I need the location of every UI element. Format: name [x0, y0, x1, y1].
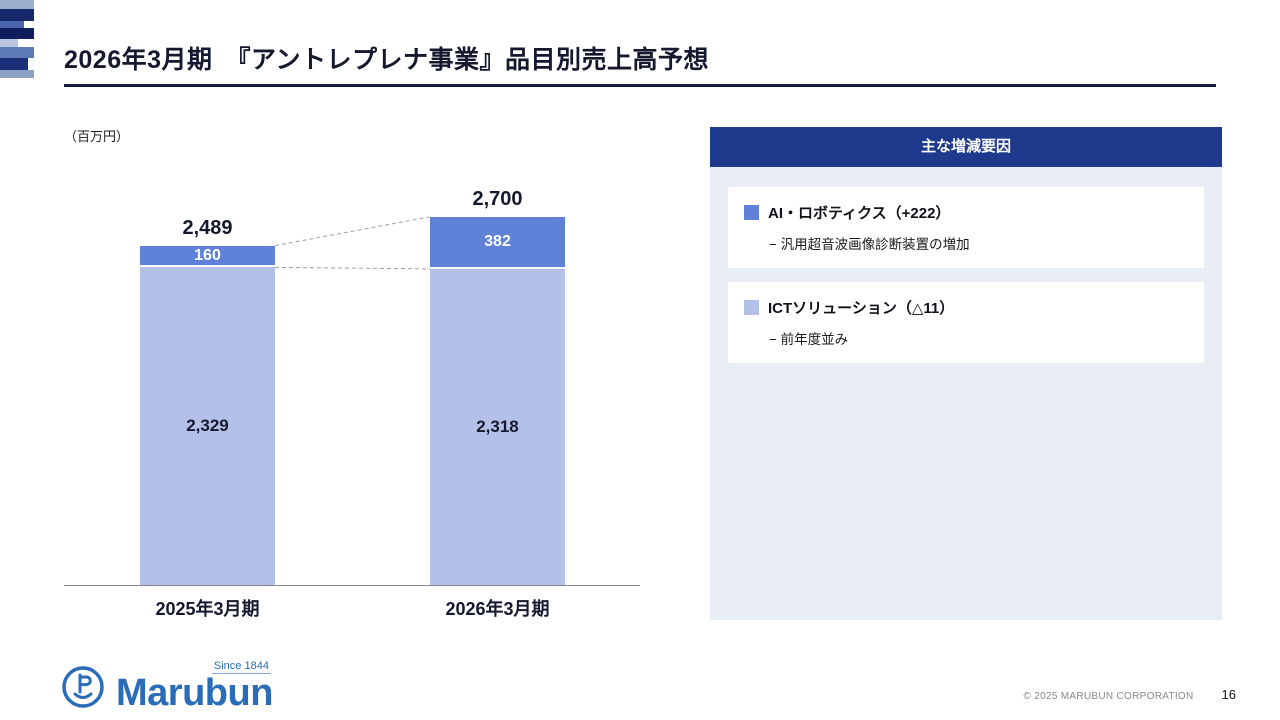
stripe — [0, 39, 18, 47]
factor-title: AI・ロボティクス（+222） — [768, 205, 951, 222]
stripe — [0, 21, 24, 28]
logo-wordmark: Marubun — [116, 672, 273, 714]
marubun-logo: Since 1844 Marubun — [60, 660, 273, 714]
x-axis-label-2026: 2026年3月期 — [445, 599, 550, 619]
unit-label: （百万円） — [64, 129, 130, 144]
logo-wordmark-wrap: Since 1844 Marubun — [116, 660, 273, 714]
segment-value-label: 382 — [484, 232, 511, 250]
bar-2026: 2,700 382 2,318 — [430, 188, 565, 585]
footer-right: © 2025 MARUBUN CORPORATION 16 — [1024, 687, 1236, 702]
bar-total-label-2025: 2,489 — [182, 216, 233, 239]
marubun-logo-icon — [62, 666, 104, 708]
segment-value-label: 2,318 — [476, 416, 519, 436]
stacked-bar-chart: 2,489 160 2,329 2,700 382 2,318 — [64, 135, 640, 586]
segment-value-label: 2,329 — [186, 416, 229, 436]
stripe — [0, 0, 34, 9]
bar-2025: 2,489 160 2,329 — [140, 217, 275, 585]
factor-detail: − 汎用超音波画像診断装置の増加 — [769, 237, 970, 252]
copyright-text: © 2025 MARUBUN CORPORATION — [1023, 691, 1194, 702]
factor-title-row: AI・ロボティクス（+222） — [744, 202, 1188, 223]
legend-swatch-ai-robotics — [744, 205, 759, 220]
segment-value-label: 160 — [194, 246, 221, 264]
stripe — [0, 58, 28, 70]
factor-card-ai-robotics: AI・ロボティクス（+222） − 汎用超音波画像診断装置の増加 — [728, 187, 1204, 268]
page-title: 2026年3月期 『アントレプレナ事業』品目別売上高予想 — [64, 46, 710, 74]
page-number: 16 — [1221, 687, 1236, 702]
logo-tagline: Since 1844 — [211, 660, 271, 674]
segment-ai-robotics-2025: 160 — [140, 245, 275, 268]
stripe — [0, 9, 34, 21]
factor-card-ict: ICTソリューション（△11） − 前年度並み — [728, 282, 1204, 363]
legend-swatch-ict — [744, 300, 759, 315]
x-axis-label-2025: 2025年3月期 — [155, 599, 260, 619]
stripe — [0, 47, 34, 58]
segment-ict-2025: 2,329 — [140, 267, 275, 585]
title-underline — [64, 84, 1216, 87]
factor-detail: − 前年度並み — [769, 332, 849, 347]
segment-ai-robotics-2026: 382 — [430, 216, 565, 269]
stripe — [0, 70, 34, 78]
decorative-stripes — [0, 0, 34, 78]
factors-panel-body: AI・ロボティクス（+222） − 汎用超音波画像診断装置の増加 ICTソリュー… — [710, 167, 1222, 397]
segment-ict-2026: 2,318 — [430, 268, 565, 585]
factors-panel-header: 主な増減要因 — [710, 127, 1222, 167]
stripe — [0, 28, 34, 39]
bar-total-label-2026: 2,700 — [472, 187, 523, 210]
factors-panel: 主な増減要因 AI・ロボティクス（+222） − 汎用超音波画像診断装置の増加 … — [710, 127, 1222, 620]
factor-title: ICTソリューション（△11） — [768, 300, 955, 317]
factor-title-row: ICTソリューション（△11） — [744, 297, 1188, 318]
